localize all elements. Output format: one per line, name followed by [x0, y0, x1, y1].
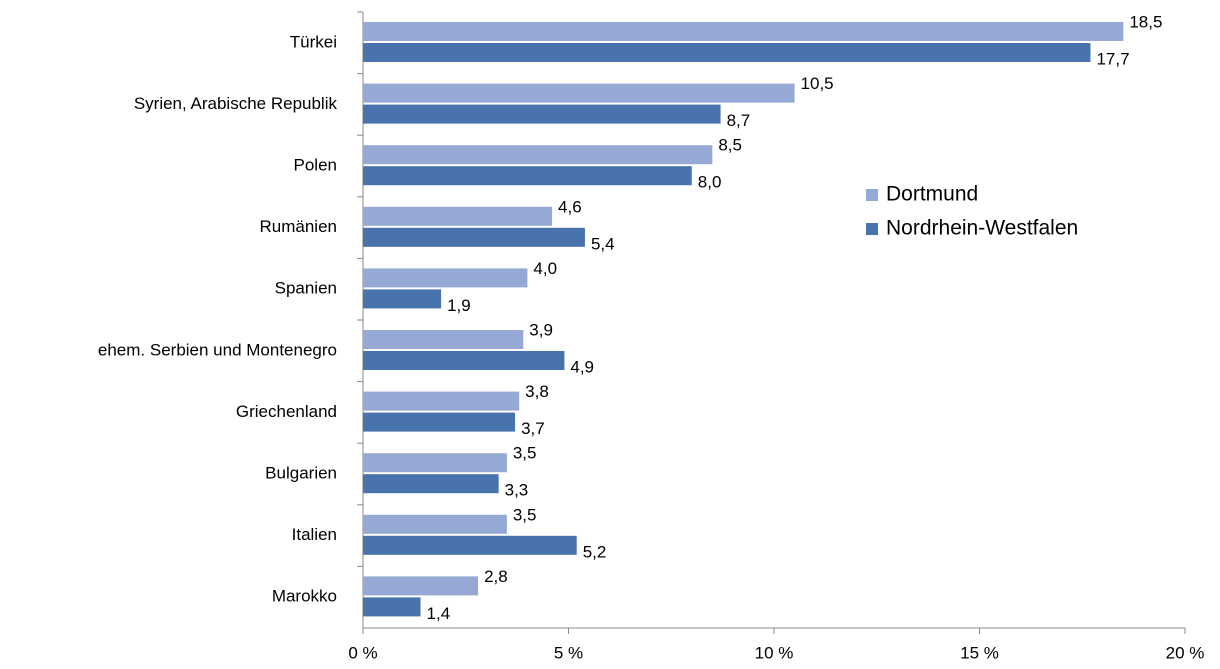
data-label: 3,5 [513, 444, 537, 463]
x-tick-label: 20 % [1166, 643, 1205, 662]
data-label: 3,5 [513, 505, 537, 524]
data-label: 3,7 [521, 419, 545, 438]
x-tick-label: 5 % [554, 643, 583, 662]
x-tick-label: 15 % [960, 643, 999, 662]
legend-label: Nordrhein-Westfalen [886, 217, 1078, 240]
legend-swatch [866, 223, 878, 235]
data-label: 3,8 [525, 382, 549, 401]
bar [363, 330, 524, 349]
data-label: 4,0 [533, 259, 557, 278]
bar [363, 391, 520, 411]
bar [363, 289, 442, 309]
y-tick-label: ehem. Serbien und Montenegro [98, 340, 337, 359]
bar [363, 453, 507, 473]
y-tick-label: Griechenland [236, 402, 337, 421]
legend-label: Dortmund [886, 183, 978, 206]
data-label: 8,7 [727, 111, 751, 130]
bar [363, 268, 528, 288]
bar [363, 83, 795, 103]
bar [363, 104, 721, 124]
data-label: 17,7 [1096, 49, 1129, 68]
bar [363, 576, 479, 596]
data-label: 3,9 [529, 320, 553, 339]
data-label: 1,9 [447, 296, 471, 315]
y-tick-label: Bulgarien [265, 463, 337, 482]
bar [363, 166, 692, 186]
data-label: 4,6 [558, 197, 582, 216]
x-tick-label: 0 % [348, 643, 377, 662]
bar [363, 514, 507, 534]
bar [363, 22, 1124, 41]
bar [363, 474, 499, 494]
bar [363, 535, 577, 555]
y-tick-label: Rumänien [260, 217, 338, 236]
data-label: 4,9 [570, 357, 594, 376]
y-tick-label: Türkei [290, 32, 337, 51]
bar [363, 351, 565, 370]
data-label: 5,4 [591, 234, 615, 253]
y-tick-label: Syrien, Arabische Republik [134, 94, 338, 113]
bar [363, 597, 421, 617]
data-label: 8,5 [718, 136, 742, 155]
y-tick-label: Spanien [275, 279, 337, 298]
data-label: 10,5 [801, 74, 834, 93]
data-label: 5,2 [583, 542, 607, 561]
data-label: 3,3 [505, 481, 529, 500]
y-tick-label: Marokko [272, 587, 337, 606]
data-label: 1,4 [427, 604, 451, 623]
y-tick-label: Italien [292, 525, 337, 544]
legend-swatch [866, 189, 878, 201]
bar [363, 412, 516, 432]
x-tick-label: 10 % [755, 643, 794, 662]
bar [363, 206, 553, 226]
bar [363, 43, 1091, 62]
bar [363, 227, 585, 247]
y-tick-label: Polen [294, 155, 337, 174]
bar [363, 145, 713, 165]
data-label: 2,8 [484, 567, 508, 586]
data-label: 8,0 [698, 173, 722, 192]
data-label: 18,5 [1129, 12, 1162, 31]
